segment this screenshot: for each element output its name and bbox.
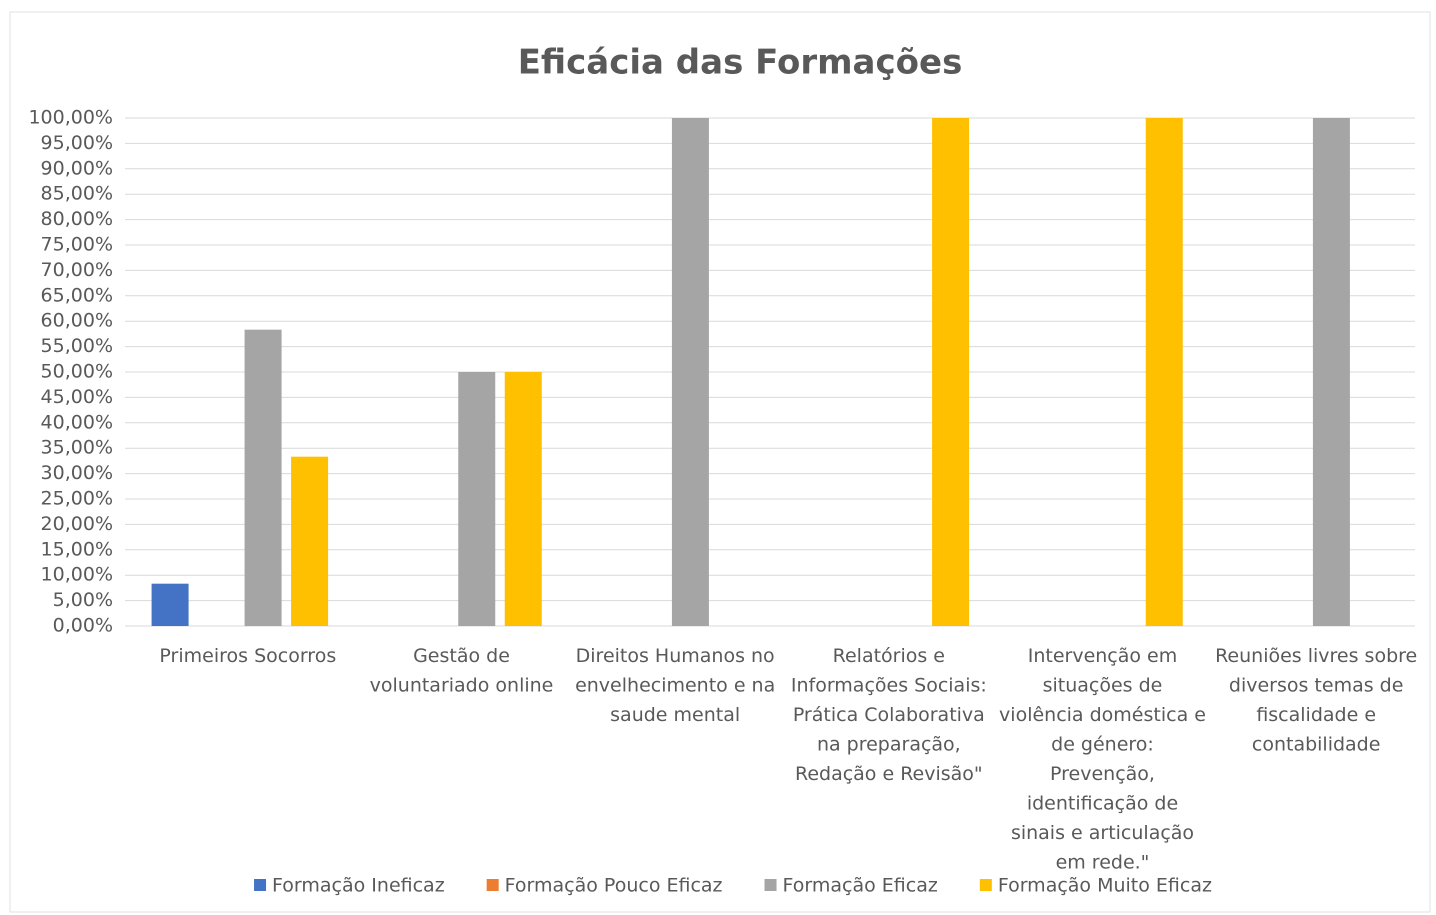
y-tick-label: 95,00%	[41, 132, 113, 154]
y-tick-label: 15,00%	[41, 538, 113, 560]
legend-label: Formação Ineficaz	[272, 875, 445, 897]
y-tick-label: 70,00%	[41, 259, 113, 281]
x-tick-label: Intervenção em situações de violência domé…	[999, 645, 1206, 874]
y-tick-label: 0,00%	[53, 615, 113, 637]
legend-label: Formação Pouco Eficaz	[505, 875, 723, 897]
legend-swatch	[254, 879, 267, 891]
x-tick-label: Primeiros Socorros	[159, 645, 336, 667]
y-tick-label: 35,00%	[41, 437, 113, 459]
y-tick-label: 75,00%	[41, 234, 113, 256]
y-tick-label: 10,00%	[41, 564, 113, 586]
chart-title: Eficácia das Formações	[518, 43, 963, 83]
x-tick-label: Reuniões livres sobre diversos temas de fi…	[1215, 645, 1417, 756]
y-tick-label: 80,00%	[41, 208, 113, 230]
legend: Formação Ineficaz Formação Pouco Eficaz Fo…	[254, 875, 1212, 897]
bar	[671, 118, 709, 626]
x-tick-label: Gestão de voluntariado online	[370, 645, 554, 697]
legend-label: Formação Muito Eficaz	[998, 875, 1212, 897]
bar	[932, 118, 970, 626]
y-tick-label: 100,00%	[28, 107, 113, 129]
y-tick-label: 45,00%	[41, 386, 113, 408]
x-tick-label: Direitos Humanos no envelhecimento e na sa…	[575, 645, 775, 726]
bar	[458, 372, 496, 626]
y-tick-label: 90,00%	[41, 157, 113, 179]
y-tick-label: 85,00%	[41, 183, 113, 205]
legend-swatch	[979, 879, 992, 891]
y-tick-label: 50,00%	[41, 361, 113, 383]
y-tick-label: 40,00%	[41, 411, 113, 433]
legend-label: Formação Eficaz	[783, 875, 938, 897]
y-tick-label: 30,00%	[41, 462, 113, 484]
y-tick-label: 55,00%	[41, 335, 113, 357]
bar	[291, 456, 329, 626]
y-tick-label: 65,00%	[41, 284, 113, 306]
y-tick-label: 60,00%	[41, 310, 113, 332]
bar	[244, 329, 282, 626]
y-tick-label: 25,00%	[41, 488, 113, 510]
y-tick-label: 5,00%	[53, 589, 113, 611]
chart-frame	[9, 11, 1431, 913]
x-tick-label: Relatórios e Informações Sociais: Prática …	[791, 645, 987, 785]
bar	[151, 583, 189, 626]
legend-swatch	[764, 879, 777, 891]
bar	[1145, 118, 1183, 626]
y-tick-label: 20,00%	[41, 513, 113, 535]
legend-swatch	[486, 879, 499, 891]
bar	[1312, 118, 1350, 626]
bar	[504, 372, 542, 626]
